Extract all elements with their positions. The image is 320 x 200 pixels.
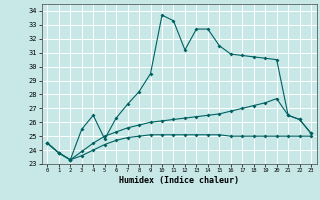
X-axis label: Humidex (Indice chaleur): Humidex (Indice chaleur) (119, 176, 239, 185)
